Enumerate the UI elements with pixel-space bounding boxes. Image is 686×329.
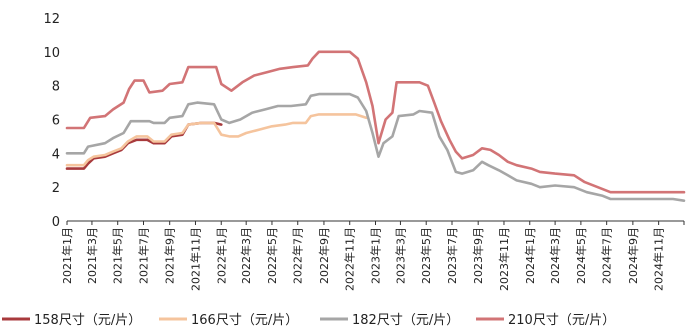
legend-label: 166尺寸（元/片）: [191, 313, 298, 328]
y-tick-label: 10: [43, 46, 60, 61]
x-tick-label: 2024年11月: [652, 227, 666, 291]
x-tick-label: 2024年7月: [600, 227, 614, 284]
x-tick-label: 2021年7月: [136, 227, 150, 284]
legend-label: 182尺寸（元/片）: [352, 313, 459, 328]
x-tick-label: 2023年1月: [369, 227, 383, 284]
x-tick-label: 2021年5月: [111, 227, 125, 284]
x-tick-label: 2021年1月: [60, 227, 74, 284]
y-tick-label: 6: [52, 114, 60, 129]
x-tick-label: 2022年3月: [239, 227, 253, 284]
legend-label: 158尺寸（元/片）: [34, 313, 141, 328]
x-tick-label: 2024年1月: [523, 227, 537, 284]
x-tick-label: 2024年5月: [574, 227, 588, 284]
legend-label: 210尺寸（元/片）: [508, 313, 615, 328]
x-tick-label: 2024年9月: [626, 227, 640, 284]
x-tick-label: 2023年3月: [393, 227, 407, 284]
legend: 158尺寸（元/片） 166尺寸（元/片） 182尺寸（元/片） 210尺寸（元/片）: [2, 313, 615, 328]
x-tick-label: 2021年9月: [163, 227, 177, 284]
x-tick-label: 2022年9月: [317, 227, 331, 284]
x-tick-label: 2021年11月: [188, 227, 202, 291]
x-tick-label: 2022年1月: [214, 227, 228, 284]
y-tick-label: 4: [52, 147, 60, 162]
y-axis: 0 2 4 6 8 10 12: [43, 12, 60, 230]
x-tick-label: 2023年7月: [445, 227, 459, 284]
x-tick-label: 2021年3月: [85, 227, 99, 284]
x-tick-label: 2022年7月: [291, 227, 305, 284]
series-line-4: [65, 50, 686, 194]
x-tick-label: 2023年9月: [471, 227, 485, 284]
x-tick-label: 2023年5月: [419, 227, 433, 284]
y-tick-label: 0: [52, 215, 60, 230]
x-tick-label: 2022年11月: [343, 227, 357, 291]
series-layer: [65, 50, 686, 202]
x-tick-label: 2023年11月: [497, 227, 511, 291]
y-tick-label: 2: [52, 181, 60, 196]
x-tick-label: 2022年5月: [265, 227, 279, 284]
series-line-3: [65, 92, 686, 202]
y-tick-label: 12: [43, 12, 60, 27]
x-tick-label: 2024年3月: [548, 227, 562, 284]
y-tick-label: 8: [52, 80, 60, 95]
x-axis: 2021年1月 2021年3月 2021年5月 2021年7月 2021年9月 2021年…: [60, 220, 685, 291]
series-line-2: [65, 113, 368, 167]
